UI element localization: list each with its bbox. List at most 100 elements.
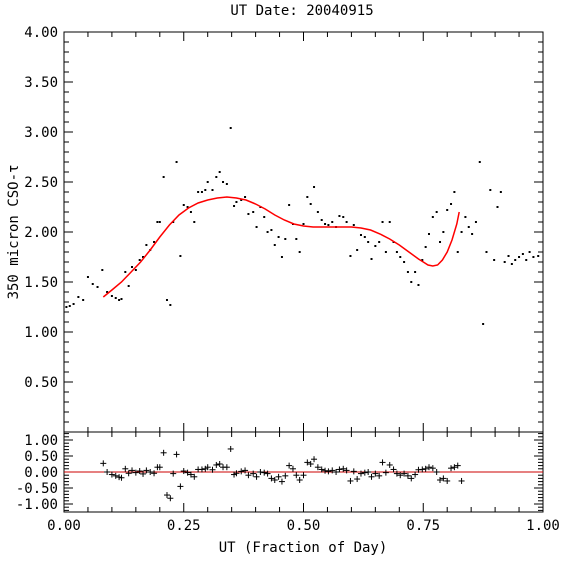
residual-point [372, 470, 379, 477]
data-point [225, 183, 228, 185]
residual-point [104, 469, 111, 475]
residual-point [156, 464, 163, 471]
data-point [158, 221, 161, 223]
residual-point [386, 461, 393, 468]
data-point [306, 196, 309, 198]
data-point [302, 223, 305, 225]
residual-point [242, 467, 249, 474]
residual-point [393, 470, 400, 477]
data-point [460, 231, 463, 233]
residual-point [173, 451, 180, 458]
data-point [345, 221, 348, 223]
y-tick-label: -1.00 [16, 497, 58, 513]
data-point [252, 211, 255, 213]
data-point [72, 303, 75, 305]
residual-point [296, 477, 303, 483]
data-point [153, 241, 156, 243]
residual-point [209, 466, 216, 473]
residual-point [368, 473, 375, 480]
data-point [145, 244, 148, 246]
residual-point [187, 471, 194, 478]
data-point [162, 176, 165, 178]
chart-title: UT Date: 20040915 [230, 3, 373, 19]
residual-point [451, 464, 458, 471]
residual-point [300, 472, 307, 479]
residual-point [216, 461, 223, 467]
residual-point [170, 470, 177, 477]
residual-point [257, 469, 264, 475]
residual-point [233, 470, 240, 477]
data-point [244, 196, 247, 198]
residual-point [180, 468, 187, 475]
data-point [127, 285, 130, 287]
residual-point [151, 470, 158, 477]
residual-point [408, 475, 415, 482]
data-point [124, 271, 127, 273]
residual-point [271, 477, 278, 483]
residual-point [382, 469, 389, 476]
residual-point [307, 461, 314, 467]
residual-point [444, 477, 451, 484]
residual-point [261, 469, 268, 476]
data-point [338, 215, 341, 217]
residual-point [184, 469, 191, 476]
data-point [381, 221, 384, 223]
y-tick-label: -0.50 [16, 481, 58, 497]
residual-point [433, 469, 440, 475]
residual-point [329, 467, 336, 474]
data-point [273, 244, 276, 246]
data-point [384, 251, 387, 253]
data-point [77, 296, 80, 298]
residual-point [318, 466, 325, 473]
data-point [399, 256, 402, 258]
data-point [68, 305, 71, 307]
residual-point [264, 470, 271, 477]
residual-point [147, 469, 154, 475]
top-plot-frame [63, 31, 544, 433]
residual-point [160, 449, 167, 456]
residual-point [347, 477, 354, 484]
data-point [110, 295, 113, 297]
residual-point [379, 459, 386, 466]
y-tick-label: 0.50 [24, 449, 58, 465]
residual-point [129, 467, 136, 474]
y-tick-label: 1.00 [24, 433, 58, 449]
residual-point [286, 462, 293, 469]
data-point [324, 223, 327, 225]
residual-point [390, 466, 397, 473]
data-point [507, 255, 510, 257]
data-point [450, 203, 453, 205]
data-point [82, 299, 85, 301]
data-point [233, 205, 236, 207]
y-tick-label: 3.50 [24, 75, 58, 91]
residual-point [136, 468, 143, 475]
data-point [374, 245, 377, 247]
data-point [537, 255, 540, 257]
data-point [255, 226, 258, 228]
data-point [200, 191, 203, 193]
data-point [424, 246, 427, 248]
data-point [467, 226, 470, 228]
data-point [179, 255, 182, 257]
residual-point [458, 477, 465, 484]
residual-point [108, 471, 115, 478]
data-point [218, 171, 221, 173]
residual-point [198, 466, 205, 473]
data-point [175, 161, 178, 163]
residual-point [132, 469, 139, 476]
data-point [206, 181, 209, 183]
residual-point [404, 472, 411, 479]
data-point [431, 216, 434, 218]
data-point [86, 276, 89, 278]
residual-point [204, 464, 211, 471]
data-point [356, 249, 359, 251]
residual-point [223, 464, 230, 471]
data-point [118, 299, 121, 301]
residual-point [167, 495, 174, 502]
data-point [186, 206, 189, 208]
residual-point [361, 469, 368, 476]
data-point [417, 284, 420, 286]
data-point [182, 204, 185, 206]
x-axis-label: UT (Fraction of Day) [219, 540, 388, 556]
